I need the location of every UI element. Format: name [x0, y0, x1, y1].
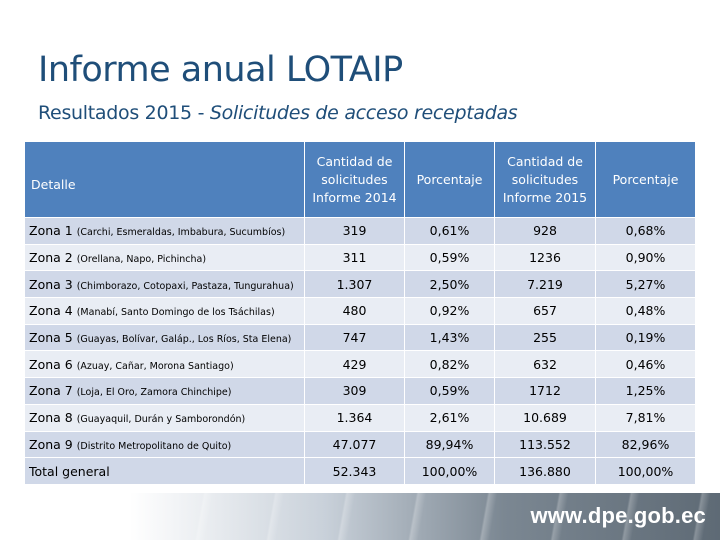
row-label: Zona 4 (Manabí, Santo Domingo de los Tsá… [24, 297, 305, 325]
cell-porcentaje-2014: 0,59% [404, 243, 495, 272]
footer-url[interactable]: www.dpe.gob.ec [530, 503, 706, 528]
zone-provinces: (Guayas, Bolívar, Galáp., Los Ríos, Sta … [76, 334, 292, 346]
total-cantidad-2014: 52.343 [304, 457, 405, 485]
table-row: Zona 1 (Carchi, Esmeraldas, Imbabura, Su… [24, 217, 696, 245]
row-label: Zona 8 (Guayaquil, Durán y Samborondón) [24, 403, 305, 432]
cell-porcentaje-2015: 0,46% [595, 350, 696, 379]
zone-name: Zona 8 [29, 410, 73, 426]
table-row: Zona 4 (Manabí, Santo Domingo de los Tsá… [24, 297, 696, 325]
total-cantidad-2015: 136.880 [494, 457, 596, 485]
cell-porcentaje-2014: 89,94% [404, 430, 495, 459]
zone-provinces: (Distrito Metropolitano de Quito) [76, 440, 232, 452]
cell-porcentaje-2015: 7,81% [595, 403, 696, 432]
cell-cantidad-2015: 1712 [494, 377, 596, 405]
header-cantidad-2015: Cantidad de solicitudes Informe 2015 [494, 141, 596, 218]
cell-cantidad-2014: 1.364 [304, 403, 405, 432]
table-row: Zona 5 (Guayas, Bolívar, Galáp., Los Río… [24, 323, 696, 352]
cell-cantidad-2014: 309 [304, 377, 405, 405]
cell-porcentaje-2015: 5,27% [595, 270, 696, 299]
zone-name: Zona 5 [29, 330, 73, 346]
cell-cantidad-2014: 747 [304, 323, 405, 352]
requests-table: Detalle Cantidad de solicitudes Informe … [24, 141, 696, 485]
header-porcentaje-2015: Porcentaje [595, 141, 696, 218]
header-porcentaje-2014: Porcentaje [404, 141, 495, 218]
page-title: Informe anual LOTAIP [38, 50, 403, 90]
total-porcentaje-2015: 100,00% [595, 457, 696, 485]
row-label: Zona 6 (Azuay, Cañar, Morona Santiago) [24, 350, 305, 379]
row-label: Zona 7 (Loja, El Oro, Zamora Chinchipe) [24, 377, 305, 405]
table-row: Zona 6 (Azuay, Cañar, Morona Santiago) 42… [24, 350, 696, 379]
cell-porcentaje-2014: 0,59% [404, 377, 495, 405]
cell-porcentaje-2014: 2,61% [404, 403, 495, 432]
footer-banner: www.dpe.gob.ec [0, 493, 720, 540]
cell-porcentaje-2014: 0,92% [404, 297, 495, 325]
cell-cantidad-2015: 1236 [494, 243, 596, 272]
subtitle-italic: Solicitudes de acceso receptadas [209, 102, 518, 124]
cell-cantidad-2014: 480 [304, 297, 405, 325]
zone-provinces: (Manabí, Santo Domingo de los Tsáchilas) [76, 307, 275, 319]
header-detalle: Detalle [24, 141, 305, 218]
row-label: Zona 3 (Chimborazo, Cotopaxi, Pastaza, T… [24, 270, 305, 299]
total-porcentaje-2014: 100,00% [404, 457, 495, 485]
cell-cantidad-2015: 632 [494, 350, 596, 379]
page-subtitle: Resultados 2015 - Solicitudes de acceso … [38, 102, 518, 124]
cell-porcentaje-2015: 1,25% [595, 377, 696, 405]
total-label: Total general [24, 457, 305, 485]
row-label: Zona 5 (Guayas, Bolívar, Galáp., Los Río… [24, 323, 305, 352]
zone-provinces: (Orellana, Napo, Pichincha) [76, 254, 207, 266]
zone-provinces: (Azuay, Cañar, Morona Santiago) [76, 360, 234, 372]
zone-name: Zona 2 [29, 250, 73, 266]
zone-name: Zona 3 [29, 276, 73, 292]
cell-porcentaje-2015: 0,90% [595, 243, 696, 272]
zone-name: Zona 6 [29, 356, 73, 372]
subtitle-main: Resultados 2015 - [38, 102, 210, 124]
cell-cantidad-2014: 47.077 [304, 430, 405, 459]
table-total-row: Total general 52.343 100,00% 136.880 100,00% [24, 457, 696, 485]
table-row: Zona 2 (Orellana, Napo, Pichincha) 311 0,5… [24, 243, 696, 272]
zone-provinces: (Loja, El Oro, Zamora Chinchipe) [76, 387, 232, 399]
footer-decoration [0, 493, 720, 540]
zone-name: Zona 1 [29, 223, 73, 239]
cell-cantidad-2014: 319 [304, 217, 405, 245]
zone-name: Zona 9 [29, 436, 73, 452]
cell-cantidad-2014: 429 [304, 350, 405, 379]
row-label: Zona 2 (Orellana, Napo, Pichincha) [24, 243, 305, 272]
cell-porcentaje-2015: 0,48% [595, 297, 696, 325]
cell-porcentaje-2014: 1,43% [404, 323, 495, 352]
cell-cantidad-2015: 255 [494, 323, 596, 352]
zone-name: Zona 4 [29, 303, 73, 319]
cell-cantidad-2014: 311 [304, 243, 405, 272]
header-cantidad-2014: Cantidad de solicitudes Informe 2014 [304, 141, 405, 218]
table-row: Zona 9 (Distrito Metropolitano de Quito)… [24, 430, 696, 459]
cell-porcentaje-2015: 0,19% [595, 323, 696, 352]
row-label: Zona 1 (Carchi, Esmeraldas, Imbabura, Su… [24, 217, 305, 245]
cell-porcentaje-2015: 0,68% [595, 217, 696, 245]
table-header-row: Detalle Cantidad de solicitudes Informe … [24, 141, 696, 218]
cell-porcentaje-2015: 82,96% [595, 430, 696, 459]
cell-cantidad-2014: 1.307 [304, 270, 405, 299]
cell-porcentaje-2014: 0,82% [404, 350, 495, 379]
cell-cantidad-2015: 7.219 [494, 270, 596, 299]
zone-provinces: (Carchi, Esmeraldas, Imbabura, Sucumbíos… [76, 227, 286, 239]
zone-name: Zona 7 [29, 383, 73, 399]
table-row: Zona 8 (Guayaquil, Durán y Samborondón) 1… [24, 403, 696, 432]
zone-provinces: (Guayaquil, Durán y Samborondón) [76, 414, 246, 426]
cell-cantidad-2015: 928 [494, 217, 596, 245]
row-label: Zona 9 (Distrito Metropolitano de Quito) [24, 430, 305, 459]
cell-porcentaje-2014: 0,61% [404, 217, 495, 245]
zone-provinces: (Chimborazo, Cotopaxi, Pastaza, Tungurah… [76, 280, 294, 292]
cell-cantidad-2015: 657 [494, 297, 596, 325]
cell-cantidad-2015: 10.689 [494, 403, 596, 432]
cell-porcentaje-2014: 2,50% [404, 270, 495, 299]
table-row: Zona 7 (Loja, El Oro, Zamora Chinchipe) 3… [24, 377, 696, 405]
table-row: Zona 3 (Chimborazo, Cotopaxi, Pastaza, T… [24, 270, 696, 299]
cell-cantidad-2015: 113.552 [494, 430, 596, 459]
